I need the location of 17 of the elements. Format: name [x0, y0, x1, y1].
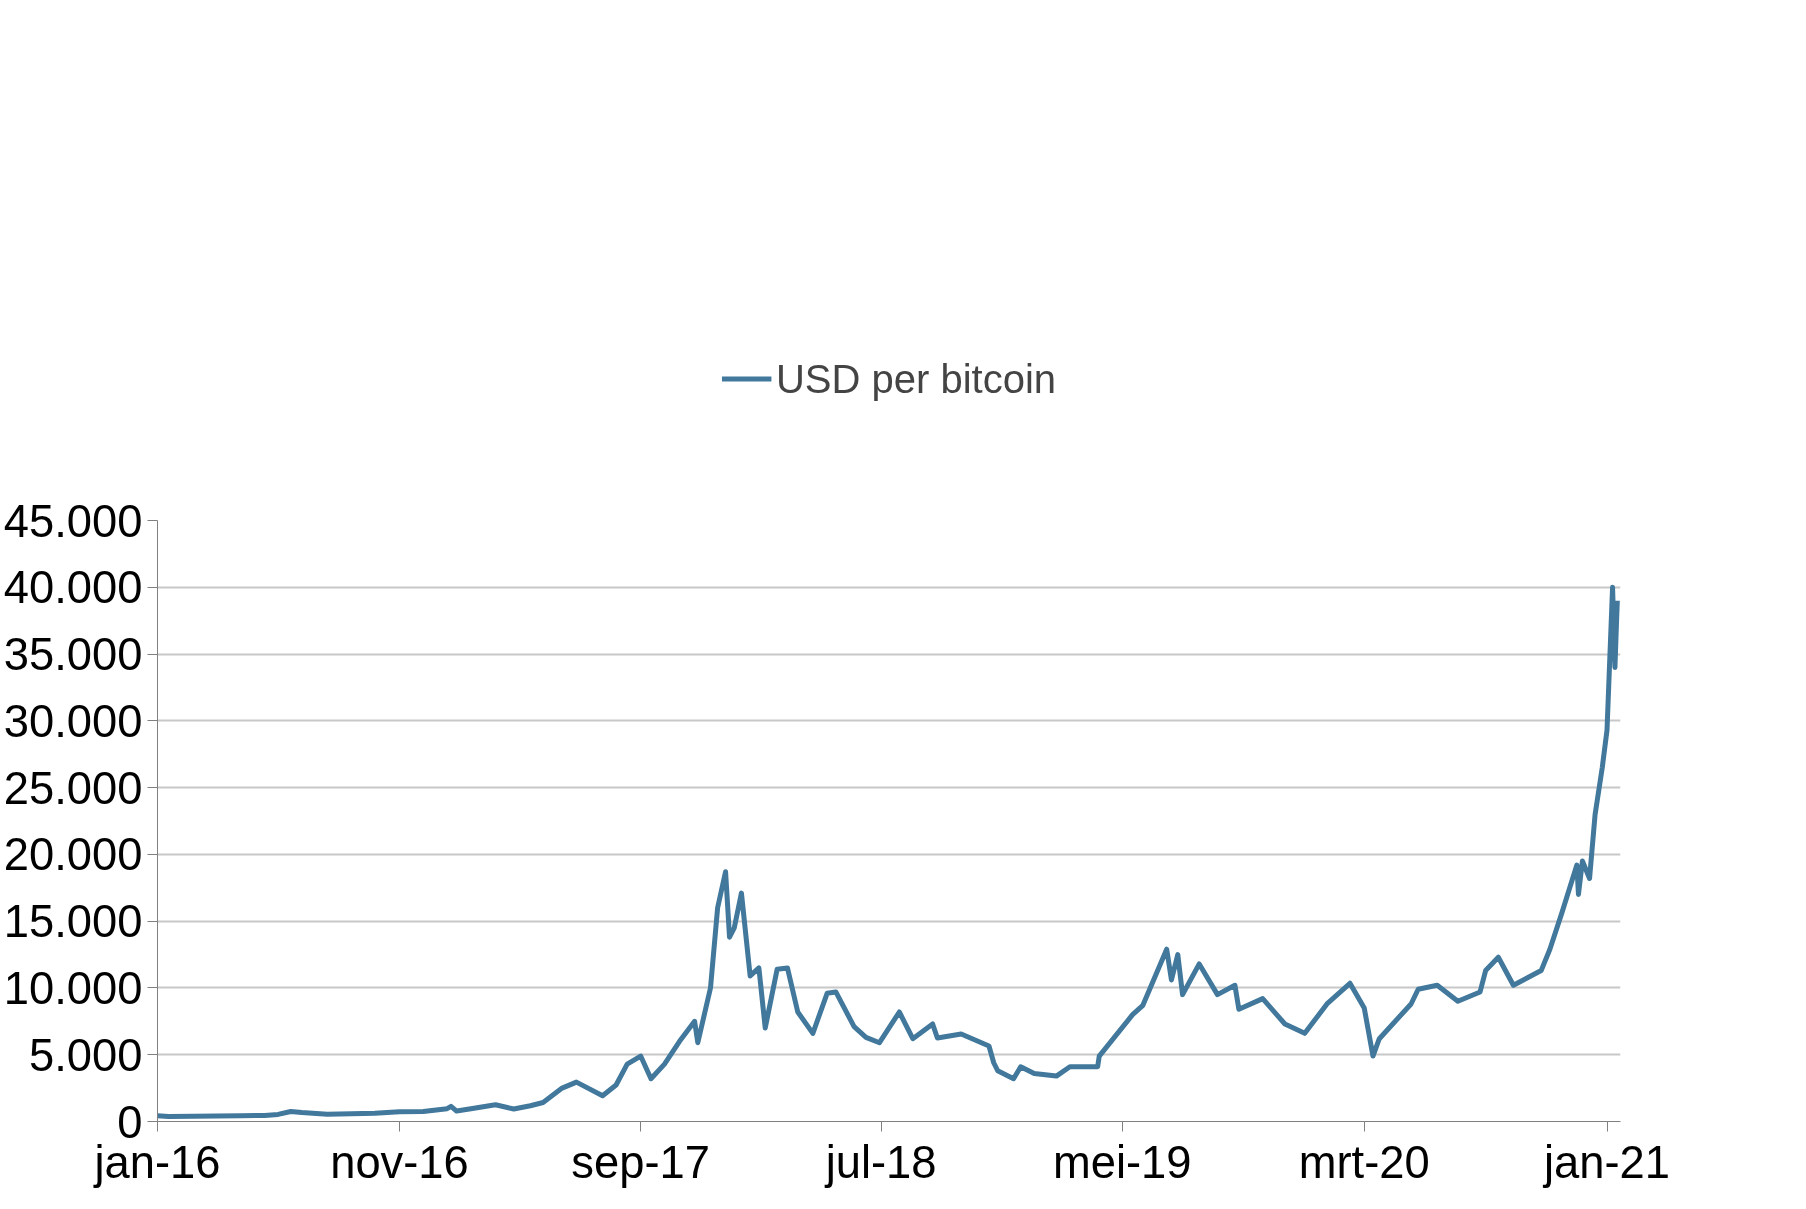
y-tick-label: 30.000 [3, 695, 143, 747]
y-tick-label: 0 [117, 1096, 143, 1148]
y-tick-label: 25.000 [3, 762, 143, 814]
y-tick-label: 10.000 [3, 962, 143, 1014]
y-tick-label: 45.000 [3, 495, 143, 547]
x-tick-label: jan-21 [1542, 1136, 1671, 1188]
y-tick-label: 5.000 [29, 1029, 143, 1081]
x-tick-label: mrt-20 [1298, 1136, 1430, 1188]
y-tick-label: 35.000 [3, 629, 143, 681]
x-tick-label: sep-17 [571, 1136, 710, 1188]
y-tick-label: 20.000 [3, 829, 143, 881]
legend-label: USD per bitcoin [775, 356, 1057, 402]
y-tick-label: 15.000 [3, 896, 143, 948]
y-tick-label: 40.000 [3, 562, 143, 614]
x-tick-label: jul-18 [823, 1136, 937, 1188]
x-tick-label: mei-19 [1052, 1136, 1192, 1188]
x-tick-label: nov-16 [330, 1136, 469, 1188]
